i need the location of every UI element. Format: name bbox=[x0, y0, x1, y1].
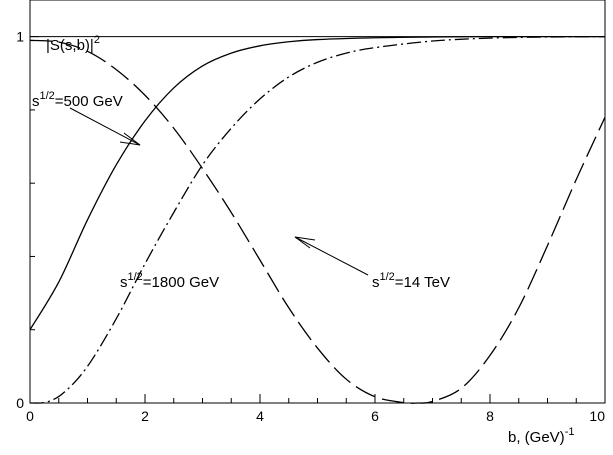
y-tick-label: 0 bbox=[16, 395, 24, 411]
series-label-1800gev: s1/2=1800 GeV bbox=[120, 271, 219, 291]
plot-frame bbox=[29, 0, 606, 404]
arrow-14tev bbox=[294, 236, 369, 276]
series-line-0 bbox=[29, 35, 605, 331]
x-tick-label: 10 bbox=[589, 408, 605, 424]
x-tick-label: 8 bbox=[486, 408, 494, 424]
x-tick-label: 0 bbox=[26, 408, 34, 424]
series-label-500gev: s1/2=500 GeV bbox=[32, 90, 123, 110]
x-axis-label: b, (GeV)-1 bbox=[508, 426, 574, 446]
x-tick-label: 4 bbox=[256, 408, 264, 424]
y-tick-label: 1 bbox=[16, 29, 24, 45]
x-tick-label: 6 bbox=[371, 408, 379, 424]
series-label-14tev: s1/2=14 TeV bbox=[372, 271, 450, 291]
arrow-500gev bbox=[69, 107, 141, 146]
x-tick-label: 2 bbox=[141, 408, 149, 424]
y-axis-label: |S(s,b)|2 bbox=[46, 34, 100, 54]
series-line-2 bbox=[29, 39, 606, 404]
series-line-1 bbox=[29, 35, 606, 404]
